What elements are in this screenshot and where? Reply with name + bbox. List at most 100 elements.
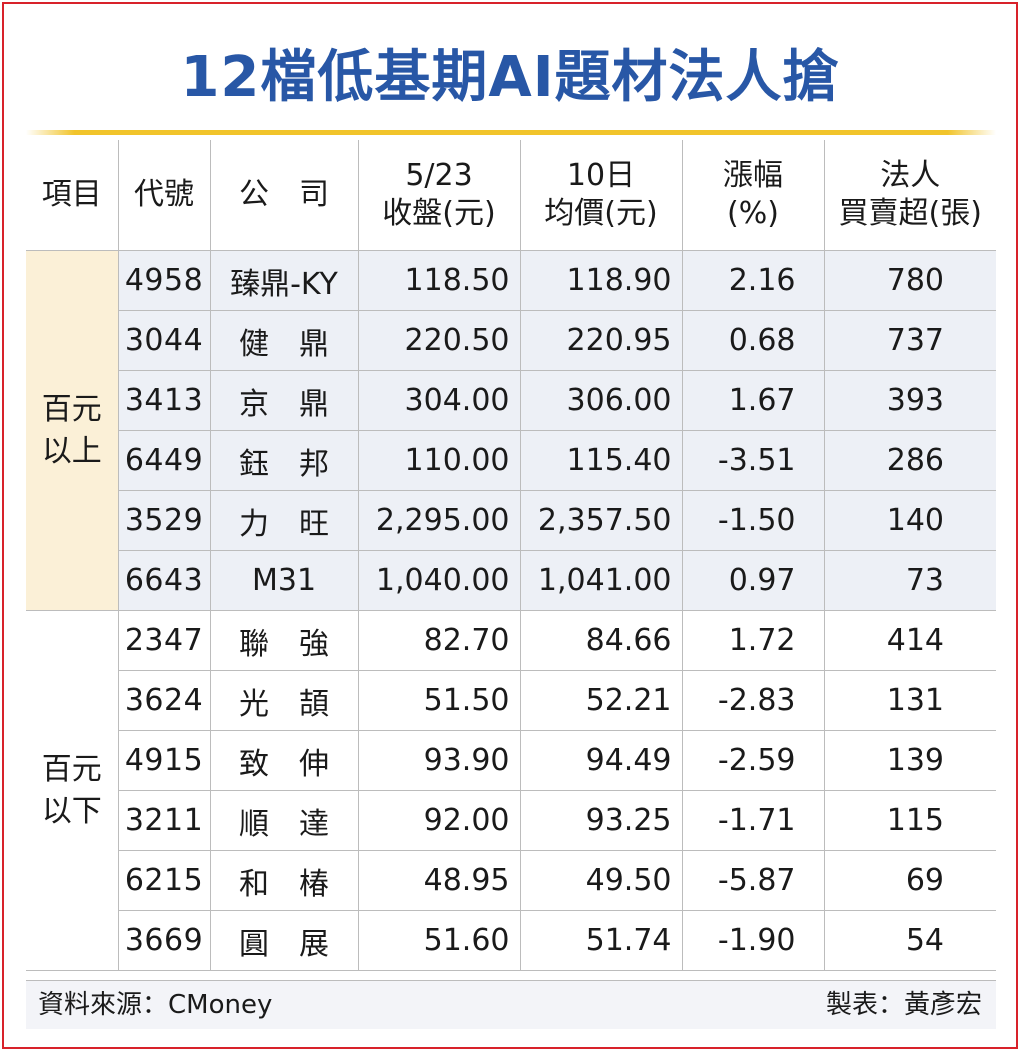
change-pct: -1.71 bbox=[681, 790, 825, 851]
group-label-below-100: 百元 以下 bbox=[26, 610, 119, 971]
stock-code: 3624 bbox=[118, 670, 211, 731]
close-price: 92.00 bbox=[357, 790, 521, 851]
table-row: 3669 圓 展 51.60 51.74 -1.90 54 bbox=[26, 910, 996, 971]
avg10-price: 115.40 bbox=[519, 430, 683, 491]
stock-code: 2347 bbox=[117, 610, 211, 671]
company-name: 力 旺 bbox=[209, 490, 359, 551]
table-row: 6215 和 椿 48.95 49.50 -5.87 69 bbox=[26, 850, 996, 911]
close-price: 118.50 bbox=[357, 250, 521, 311]
net-buy: 393 bbox=[823, 370, 996, 431]
change-pct: -2.83 bbox=[681, 670, 825, 731]
close-price: 82.70 bbox=[357, 610, 521, 671]
close-price: 48.95 bbox=[357, 850, 521, 911]
change-pct: -2.59 bbox=[681, 730, 825, 791]
change-pct: 0.97 bbox=[681, 550, 825, 611]
avg10-price: 1,041.00 bbox=[519, 550, 683, 611]
source-note: 資料來源：CMoney bbox=[38, 990, 273, 1020]
header-item: 項目 bbox=[26, 140, 119, 251]
avg10-price: 51.74 bbox=[519, 910, 683, 971]
net-buy: 131 bbox=[823, 670, 996, 731]
net-buy: 140 bbox=[823, 490, 996, 551]
avg10-price: 84.66 bbox=[519, 610, 683, 671]
net-buy: 780 bbox=[823, 250, 996, 311]
avg10-price: 94.49 bbox=[519, 730, 683, 791]
stock-code: 6449 bbox=[118, 430, 211, 491]
stock-code: 3211 bbox=[118, 790, 211, 851]
close-price: 1,040.00 bbox=[357, 550, 521, 611]
change-pct: 2.16 bbox=[681, 250, 825, 311]
close-price: 110.00 bbox=[357, 430, 521, 491]
net-buy: 737 bbox=[823, 310, 996, 371]
change-pct: -3.51 bbox=[681, 430, 825, 491]
table-row: 3624 光 頡 51.50 52.21 -2.83 131 bbox=[26, 670, 996, 731]
avg10-price: 306.00 bbox=[519, 370, 683, 431]
net-buy: 414 bbox=[823, 610, 996, 671]
chart-title: 12檔低基期AI題材法人搶 bbox=[180, 45, 840, 110]
stock-code: 6643 bbox=[118, 550, 211, 611]
table-row: 4915 致 伸 93.90 94.49 -2.59 139 bbox=[26, 730, 996, 791]
change-pct: 1.67 bbox=[681, 370, 825, 431]
title-divider bbox=[26, 130, 996, 135]
net-buy: 115 bbox=[823, 790, 996, 851]
avg10-price: 220.95 bbox=[519, 310, 683, 371]
close-price: 220.50 bbox=[357, 310, 521, 371]
close-price: 304.00 bbox=[357, 370, 521, 431]
company-name: 致 伸 bbox=[209, 730, 359, 791]
change-pct: -1.50 bbox=[681, 490, 825, 551]
change-pct: 0.68 bbox=[681, 310, 825, 371]
table-row: 3529 力 旺 2,295.00 2,357.50 -1.50 140 bbox=[26, 490, 996, 551]
avg10-price: 52.21 bbox=[519, 670, 683, 731]
change-pct: -1.90 bbox=[681, 910, 825, 971]
avg10-price: 49.50 bbox=[519, 850, 683, 911]
table-row: 百元 以下 2347 聯 強 82.70 84.66 1.72 414 bbox=[26, 610, 996, 971]
close-price: 51.60 bbox=[357, 910, 521, 971]
close-price: 51.50 bbox=[357, 670, 521, 731]
close-price: 2,295.00 bbox=[357, 490, 521, 551]
maker-note: 製表：黃彥宏 bbox=[825, 990, 982, 1020]
company-name: 京 鼎 bbox=[209, 370, 359, 431]
table-row: 百元 以上 4958 臻鼎-KY 118.50 118.90 2.16 780 bbox=[26, 250, 996, 611]
net-buy: 54 bbox=[823, 910, 996, 971]
company-name: 聯 強 bbox=[209, 610, 359, 671]
avg10-price: 118.90 bbox=[519, 250, 683, 311]
header-code: 代號 bbox=[117, 140, 211, 251]
table-row: 6449 鈺 邦 110.00 115.40 -3.51 286 bbox=[26, 430, 996, 491]
stock-code: 3529 bbox=[118, 490, 211, 551]
header-net: 法人 買賣超(張) bbox=[823, 140, 996, 251]
header-avg10: 10日 均價(元) bbox=[519, 140, 683, 251]
stock-code: 6215 bbox=[118, 850, 211, 911]
footer-bar: 資料來源：CMoney 製表：黃彥宏 bbox=[26, 980, 996, 1029]
stock-code: 4915 bbox=[118, 730, 211, 791]
change-pct: -5.87 bbox=[681, 850, 825, 911]
net-buy: 73 bbox=[823, 550, 996, 611]
close-price: 93.90 bbox=[357, 730, 521, 791]
company-name: 臻鼎-KY bbox=[209, 250, 359, 311]
company-name: 鈺 邦 bbox=[209, 430, 359, 491]
company-name: 和 椿 bbox=[209, 850, 359, 911]
stock-code: 3669 bbox=[118, 910, 211, 971]
net-buy: 69 bbox=[823, 850, 996, 911]
company-name: 光 頡 bbox=[209, 670, 359, 731]
net-buy: 286 bbox=[823, 430, 996, 491]
stock-code: 4958 bbox=[117, 250, 211, 311]
stock-code: 3413 bbox=[118, 370, 211, 431]
header-company: 公 司 bbox=[209, 140, 359, 251]
change-pct: 1.72 bbox=[681, 610, 825, 671]
table-header-row: 項目 代號公 司 5/23 收盤(元) 10日 均價(元) 漲幅 (%) 法人 買賣超(張) bbox=[26, 140, 996, 251]
table-row: 3413 京 鼎 304.00 306.00 1.67 393 bbox=[26, 370, 996, 431]
group-label-above-100: 百元 以上 bbox=[26, 250, 119, 611]
table-row: 6643 M31 1,040.00 1,041.00 0.97 73 bbox=[26, 550, 996, 611]
stock-code: 3044 bbox=[118, 310, 211, 371]
table-row: 3211 順 達 92.00 93.25 -1.71 115 bbox=[26, 790, 996, 851]
avg10-price: 93.25 bbox=[519, 790, 683, 851]
avg10-price: 2,357.50 bbox=[519, 490, 683, 551]
company-name: 圓 展 bbox=[209, 910, 359, 971]
header-change: 漲幅 (%) bbox=[681, 140, 825, 251]
stock-table: 項目 代號公 司 5/23 收盤(元) 10日 均價(元) 漲幅 (%) 法人 買賣超(張) 百元… bbox=[26, 140, 996, 971]
company-name: 健 鼎 bbox=[209, 310, 359, 371]
company-name: 順 達 bbox=[209, 790, 359, 851]
net-buy: 139 bbox=[823, 730, 996, 791]
table-row: 3044 健 鼎 220.50 220.95 0.68 737 bbox=[26, 310, 996, 371]
company-name: M31 bbox=[209, 550, 359, 611]
